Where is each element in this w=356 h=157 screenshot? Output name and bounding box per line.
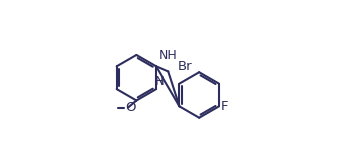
Text: N: N bbox=[155, 75, 164, 88]
Text: O: O bbox=[125, 101, 135, 114]
Text: Br: Br bbox=[178, 60, 193, 73]
Text: H: H bbox=[154, 75, 164, 88]
Text: NH: NH bbox=[159, 49, 178, 62]
Text: F: F bbox=[220, 100, 228, 113]
